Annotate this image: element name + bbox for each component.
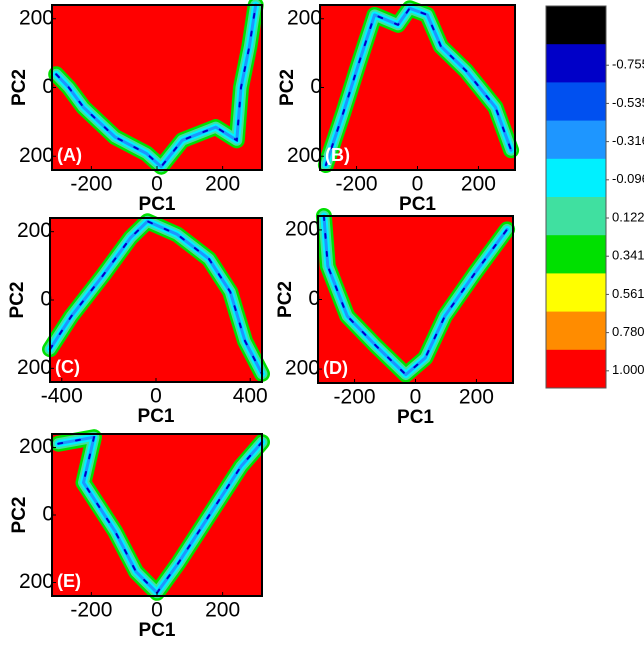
x-axis-label: PC1 <box>139 620 176 641</box>
y-tick-label: 0 <box>310 75 322 98</box>
colorbar-band <box>546 158 606 198</box>
x-axis-label: PC1 <box>397 407 434 428</box>
colorbar-label: -0.5356 <box>612 95 644 110</box>
colorbar-band <box>546 273 606 313</box>
y-axis-label: PC2 <box>7 282 28 319</box>
x-tick-label: 200 <box>459 386 494 409</box>
colorbar-label: 0.7806 <box>612 324 644 339</box>
x-tick-label: 200 <box>205 173 240 196</box>
x-tick-label: 400 <box>233 385 268 408</box>
y-tick-label: 0 <box>42 75 54 98</box>
contour-core <box>55 4 257 169</box>
x-axis-label: PC1 <box>399 194 436 215</box>
y-tick-label: 200 <box>19 570 54 593</box>
colorbar-label: -0.7550 <box>612 57 644 72</box>
panel-label: (A) <box>57 145 82 165</box>
colorbar-band <box>546 6 606 45</box>
y-tick-label: 0 <box>40 288 52 311</box>
y-tick-label: 200 <box>19 435 54 458</box>
colorbar-label: -0.3163 <box>612 133 644 148</box>
x-tick-label: 0 <box>151 173 163 196</box>
panel: -200 0 200 200 0 200 PC1 PC2 (D) <box>275 208 516 428</box>
colorbar-label: 1.000 <box>612 362 644 377</box>
panel: -400 0 400 200 0 200 PC1 PC2 (C) <box>7 213 270 427</box>
y-axis-label: PC2 <box>9 69 30 106</box>
panel: -200 0 200 200 0 200 PC1 PC2 (B) <box>277 0 520 215</box>
colorbar-label: 0.1225 <box>612 209 644 224</box>
colorbar-band <box>546 82 606 122</box>
colorbar-label: 0.5612 <box>612 286 644 301</box>
y-axis-label: PC2 <box>9 497 30 534</box>
panel: -200 0 200 200 0 200 PC1 PC2 (A) <box>9 0 264 215</box>
x-tick-label: 0 <box>412 173 424 196</box>
colorbar-band <box>546 235 606 274</box>
colorbar-label: 0.3419 <box>612 248 644 263</box>
y-axis-label: PC2 <box>277 69 298 106</box>
panel: -200 0 200 200 0 200 PC1 PC2 (E) <box>9 429 270 641</box>
x-tick-label: 200 <box>205 599 240 622</box>
y-tick-label: 200 <box>19 6 54 29</box>
x-tick-label: -200 <box>70 173 112 196</box>
x-axis-label: PC1 <box>139 194 176 215</box>
colorbar-label: -0.09688 <box>612 171 644 186</box>
contour-core <box>322 215 509 376</box>
y-tick-label: 200 <box>285 217 320 240</box>
y-tick-label: 200 <box>17 356 52 379</box>
y-tick-label: 200 <box>19 144 54 167</box>
contour-core <box>57 435 263 595</box>
x-tick-label: -400 <box>41 385 83 408</box>
y-tick-label: 0 <box>308 287 320 310</box>
colorbar-band <box>546 120 606 160</box>
x-axis-label: PC1 <box>138 406 175 427</box>
y-axis-label: PC2 <box>275 281 296 318</box>
x-tick-label: 0 <box>151 599 163 622</box>
plot-area <box>318 216 513 383</box>
x-tick-label: 0 <box>150 385 162 408</box>
contour-band <box>48 219 264 376</box>
colorbar-frame <box>545 5 607 389</box>
panel-label: (E) <box>57 571 81 591</box>
colorbar-band <box>546 349 606 389</box>
colorbar-band <box>546 44 606 83</box>
panel-label: (C) <box>55 357 80 377</box>
x-tick-label: -200 <box>336 173 378 196</box>
colorbar-band <box>546 197 606 236</box>
contour-core <box>324 7 513 166</box>
y-tick-label: 200 <box>17 219 52 242</box>
x-tick-label: -200 <box>70 599 112 622</box>
x-tick-label: 0 <box>410 386 422 409</box>
y-tick-label: 0 <box>42 503 54 526</box>
y-tick-label: 200 <box>287 144 322 167</box>
panel-label: (B) <box>325 145 350 165</box>
x-tick-label: 200 <box>461 173 496 196</box>
panel-label: (D) <box>323 358 348 378</box>
x-tick-label: -200 <box>334 386 376 409</box>
colorbar-band <box>546 311 606 351</box>
y-tick-label: 200 <box>285 357 320 380</box>
y-tick-label: 200 <box>287 6 322 29</box>
